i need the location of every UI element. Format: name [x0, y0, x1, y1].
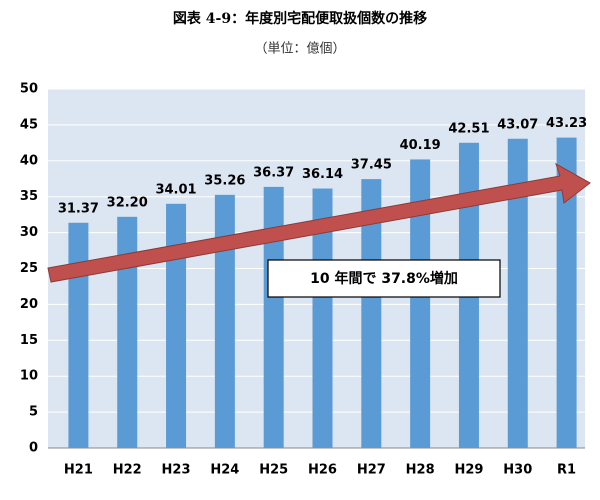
- x-tick-label: R1: [557, 463, 576, 478]
- y-tick-label: 45: [20, 117, 38, 132]
- value-label: 37.45: [351, 158, 392, 173]
- value-label: 32.20: [107, 195, 148, 210]
- bar: [68, 222, 89, 448]
- bar: [410, 159, 431, 449]
- value-label: 40.19: [400, 138, 441, 153]
- bar: [361, 179, 382, 448]
- bar: [507, 138, 528, 449]
- value-label: 36.14: [302, 167, 343, 182]
- bar: [214, 194, 235, 448]
- bar: [556, 137, 577, 449]
- y-tick-label: 25: [20, 261, 38, 276]
- x-tick-label: H29: [454, 463, 483, 478]
- y-tick-label: 0: [29, 441, 38, 456]
- trend-arrow: [47, 162, 591, 283]
- value-label: 35.26: [204, 173, 245, 188]
- value-label: 31.37: [58, 201, 99, 216]
- x-tick-label: H25: [259, 463, 288, 478]
- y-tick-label: 30: [20, 225, 38, 240]
- arrow-shape: [47, 162, 591, 283]
- y-tick-label: 20: [20, 297, 38, 312]
- y-tick-label: 40: [20, 153, 38, 168]
- bar: [166, 203, 187, 448]
- x-tick-label: H23: [162, 463, 191, 478]
- y-tick-label: 35: [20, 189, 38, 204]
- bar: [117, 216, 138, 448]
- value-label: 34.01: [155, 182, 196, 197]
- y-tick-label: 15: [20, 333, 38, 348]
- bar: [263, 186, 284, 448]
- value-label: 43.23: [546, 116, 587, 131]
- x-tick-label: H21: [64, 463, 93, 478]
- y-tick-label: 5: [29, 405, 38, 420]
- x-tick-label: H26: [308, 463, 337, 478]
- bars: [68, 137, 577, 449]
- chart-title: 図表 4-9：年度別宅配便取扱個数の推移: [173, 10, 427, 27]
- chart-subtitle: （単位：億個）: [254, 41, 345, 57]
- value-label: 42.51: [448, 121, 489, 136]
- x-tick-label: H24: [210, 463, 239, 478]
- x-tick-label: H27: [357, 463, 386, 478]
- labels: 0 5 10 15 20 25 30 35 40 45 50 H21 31.37 H22 32.20 H23 3…: [20, 82, 587, 478]
- value-label: 36.37: [253, 165, 294, 180]
- x-tick-label: H30: [503, 463, 532, 478]
- annotation-box: [267, 259, 501, 298]
- bar: [312, 188, 333, 448]
- y-tick-label: 50: [20, 82, 38, 97]
- x-tick-label: H22: [113, 463, 142, 478]
- y-tick-label: 10: [20, 369, 38, 384]
- annotation: 10 年間で 37.8%増加: [310, 270, 458, 287]
- value-label: 43.07: [497, 117, 538, 132]
- x-tick-label: H28: [406, 463, 435, 478]
